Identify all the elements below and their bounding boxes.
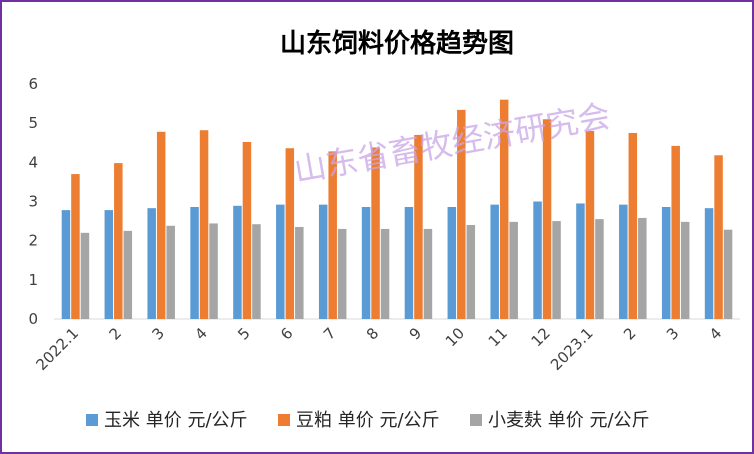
x-tick-label: 9 bbox=[406, 324, 425, 343]
bar bbox=[552, 221, 561, 319]
legend-label: 豆粕 单价 元/公斤 bbox=[296, 410, 440, 431]
bar bbox=[638, 217, 647, 319]
bar bbox=[199, 130, 209, 319]
bar bbox=[328, 151, 337, 319]
bar bbox=[628, 132, 638, 319]
bar bbox=[595, 219, 604, 320]
bar bbox=[285, 148, 295, 319]
bar bbox=[114, 163, 123, 319]
x-tick-label: 2 bbox=[106, 324, 125, 343]
x-tick-label: 2023.1 bbox=[547, 324, 597, 374]
bar-groups bbox=[61, 99, 733, 320]
legend-swatch bbox=[278, 414, 290, 426]
bar bbox=[542, 119, 552, 319]
bar bbox=[380, 228, 390, 319]
x-tick-label: 4 bbox=[706, 324, 725, 343]
bar bbox=[499, 99, 509, 319]
bar bbox=[457, 109, 466, 319]
bar bbox=[680, 221, 690, 319]
legend: 玉米 单价 元/公斤 豆粕 单价 元/公斤 小麦麸 单价 元/公斤 bbox=[86, 410, 650, 431]
bar bbox=[414, 134, 423, 319]
bar bbox=[147, 208, 156, 319]
bar bbox=[466, 225, 476, 319]
bar bbox=[80, 232, 90, 319]
bar bbox=[123, 230, 133, 320]
bar bbox=[661, 206, 671, 319]
x-tick-label: 3 bbox=[149, 324, 168, 343]
x-tick-label: 6 bbox=[277, 324, 296, 343]
x-tick-label: 10 bbox=[442, 324, 468, 350]
bar bbox=[704, 208, 714, 319]
bar bbox=[585, 131, 595, 319]
bar bbox=[190, 206, 199, 319]
x-tick-label: 12 bbox=[528, 324, 554, 350]
bar bbox=[71, 174, 80, 319]
bar bbox=[209, 223, 218, 319]
bar bbox=[361, 206, 371, 319]
chart-title: 山东饲料价格趋势图 bbox=[280, 28, 514, 59]
y-tick-label: 6 bbox=[28, 75, 38, 93]
x-tick-label: 2 bbox=[620, 324, 639, 343]
y-tick-label: 3 bbox=[28, 193, 38, 211]
bar bbox=[233, 205, 242, 319]
bar bbox=[242, 141, 252, 319]
bar bbox=[619, 204, 628, 319]
bar bbox=[156, 131, 166, 319]
legend-swatch bbox=[86, 414, 98, 426]
legend-label: 玉米 单价 元/公斤 bbox=[104, 410, 248, 431]
bar bbox=[252, 224, 261, 319]
bar bbox=[295, 226, 304, 319]
bar bbox=[318, 204, 328, 319]
bar bbox=[447, 206, 457, 319]
x-tick-label: 3 bbox=[663, 324, 682, 343]
bar bbox=[276, 204, 285, 319]
y-tick-label: 1 bbox=[28, 271, 38, 289]
x-tick-label: 5 bbox=[234, 324, 253, 343]
bar bbox=[104, 210, 114, 319]
bar bbox=[337, 228, 347, 319]
y-tick-label: 5 bbox=[28, 114, 38, 132]
x-tick-label: 11 bbox=[485, 324, 511, 350]
bar bbox=[671, 145, 680, 319]
watermark-text: 山东省畜牧经济研究会 bbox=[291, 97, 613, 190]
bar bbox=[533, 201, 542, 319]
bar bbox=[576, 203, 585, 319]
x-tick-label: 2022.1 bbox=[32, 324, 82, 374]
bar bbox=[404, 206, 414, 319]
bar bbox=[509, 221, 518, 319]
legend-swatch bbox=[470, 414, 482, 426]
x-tick-label: 8 bbox=[363, 324, 382, 343]
bar bbox=[714, 155, 723, 319]
bar bbox=[723, 229, 733, 319]
bar bbox=[166, 225, 175, 319]
legend-label: 小麦麸 单价 元/公斤 bbox=[488, 410, 650, 431]
y-axis: 0 1 2 3 4 5 6 bbox=[28, 75, 38, 328]
y-tick-label: 0 bbox=[28, 310, 38, 328]
y-tick-label: 4 bbox=[28, 153, 38, 171]
x-tick-label: 4 bbox=[191, 324, 210, 343]
bar bbox=[61, 210, 71, 319]
bar bbox=[371, 147, 380, 319]
bar bbox=[423, 228, 433, 319]
y-tick-label: 2 bbox=[28, 232, 38, 250]
x-tick-label: 7 bbox=[320, 324, 339, 343]
bar bbox=[490, 204, 499, 319]
